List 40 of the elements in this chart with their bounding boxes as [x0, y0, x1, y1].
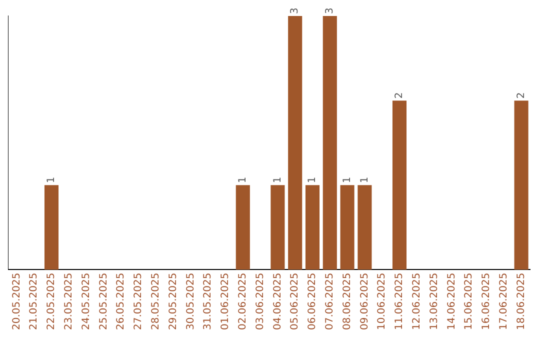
- x-tick-label: 01.06.2025: [220, 272, 232, 330]
- x-tick-label: 24.05.2025: [80, 272, 92, 330]
- x-tick-label: 26.05.2025: [116, 272, 127, 330]
- x-tick-label: 22.05.2025: [46, 272, 58, 330]
- x-tick-label: 17.06.2025: [498, 272, 510, 330]
- x-tick-label: 12.06.2025: [411, 272, 422, 330]
- x-tick-label: 31.05.2025: [202, 272, 214, 330]
- data-label: 3: [324, 8, 336, 14]
- data-label: 1: [272, 176, 284, 184]
- x-tick-label: 30.05.2025: [185, 272, 196, 330]
- x-tick-label: 10.06.2025: [376, 272, 388, 330]
- data-label: 1: [237, 176, 248, 184]
- x-tick-label: 15.06.2025: [464, 272, 475, 330]
- x-tick-label: 21.05.2025: [28, 272, 40, 330]
- data-label: 1: [359, 176, 370, 184]
- data-label: 1: [342, 176, 353, 184]
- x-tick-label: 16.06.2025: [481, 272, 492, 330]
- data-label: 2: [516, 92, 527, 99]
- x-tick-label: 04.06.2025: [272, 272, 284, 330]
- x-tick-label: 08.06.2025: [342, 272, 353, 330]
- x-tick-label: 18.06.2025: [516, 272, 527, 330]
- x-tick-label: 13.06.2025: [428, 272, 440, 330]
- x-tick-label: 07.06.2025: [324, 272, 336, 330]
- x-tick-label: 09.06.2025: [359, 272, 370, 330]
- data-label: 3: [290, 8, 301, 14]
- x-tick-label: 06.06.2025: [307, 272, 318, 330]
- data-label: 1: [46, 176, 58, 184]
- x-tick-label: 05.06.2025: [290, 272, 301, 330]
- x-tick-label: 11.06.2025: [394, 272, 406, 330]
- x-tick-label: 14.06.2025: [446, 272, 458, 330]
- x-tick-label: 27.05.2025: [133, 272, 144, 330]
- x-tick-label: 20.05.2025: [11, 272, 22, 330]
- x-tick-label: 23.05.2025: [63, 272, 74, 330]
- data-label: 1: [307, 176, 318, 184]
- x-tick-label: 25.05.2025: [98, 272, 110, 330]
- x-tick-label: 29.05.2025: [168, 272, 179, 330]
- x-tick-label: 28.05.2025: [150, 272, 162, 330]
- data-label: 2: [394, 92, 406, 99]
- x-tick-label: 03.06.2025: [254, 272, 266, 330]
- x-tick-label: 02.06.2025: [237, 272, 248, 330]
